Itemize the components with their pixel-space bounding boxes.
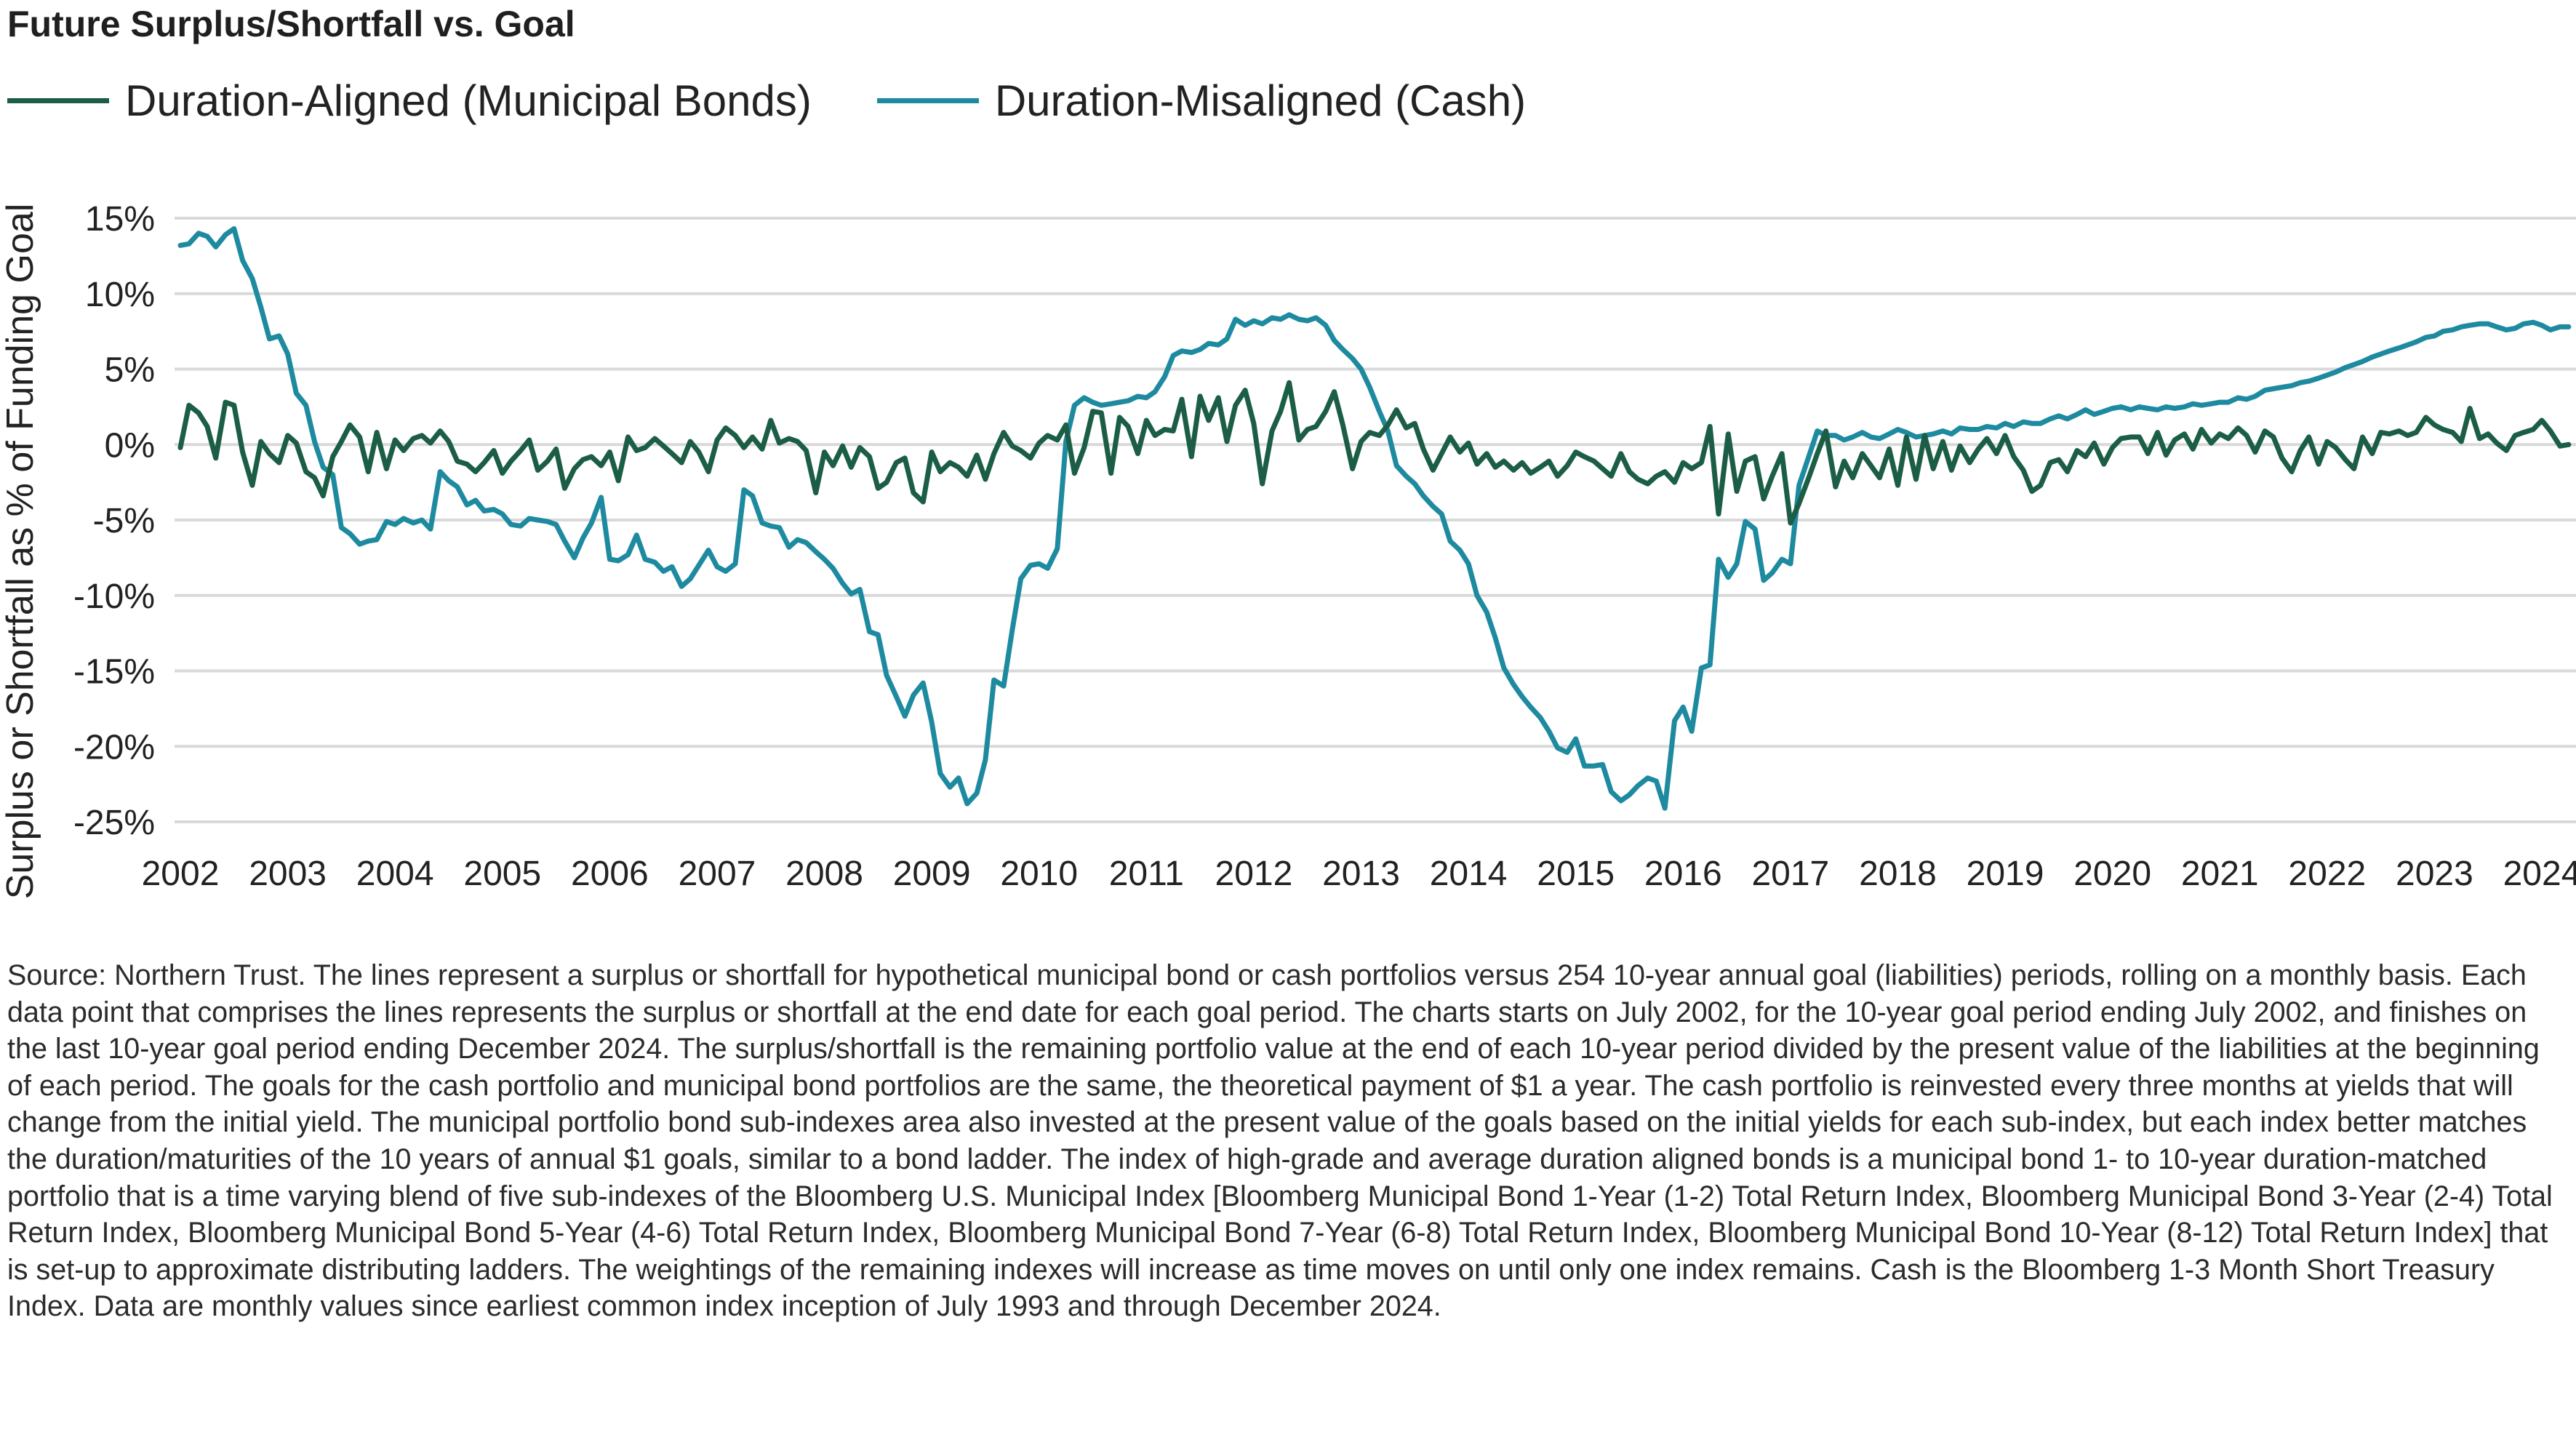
x-tick-label: 2020 [2073,855,2151,893]
y-tick-label: 15% [85,200,155,239]
x-tick-label: 2021 [2181,855,2259,893]
x-tick-label: 2008 [785,855,863,893]
gridlines [175,217,2576,823]
x-tick-label: 2005 [463,855,541,893]
y-tick-label: -15% [73,653,155,692]
chart-legend: Duration-Aligned (Municipal Bonds) Durat… [7,76,1591,126]
x-tick-label: 2024 [2503,855,2576,893]
y-tick-label: 0% [105,426,155,465]
y-tick-label: -5% [93,502,155,540]
x-tick-label: 2010 [1000,855,1078,893]
legend-label-cash: Duration-Misaligned (Cash) [994,76,1527,125]
legend-label-municipal-bonds: Duration-Aligned (Municipal Bonds) [125,76,812,125]
y-tick-label: 5% [105,351,155,390]
y-axis-ticks: 15% 10% 5% 0% -5% -10% -15% -20% -25% [73,200,155,842]
y-tick-label: -25% [73,804,155,842]
x-tick-label: 2015 [1537,855,1615,893]
series-line-cash [177,226,2572,811]
x-tick-label: 2018 [1859,855,1937,893]
legend-item-municipal-bonds: Duration-Aligned (Municipal Bonds) [7,76,812,126]
x-tick-label: 2014 [1430,855,1508,893]
x-tick-label: 2011 [1109,855,1184,893]
x-tick-label: 2002 [142,855,220,893]
x-tick-label: 2013 [1322,855,1400,893]
x-tick-label: 2003 [249,855,327,893]
x-tick-label: 2019 [1967,855,2044,893]
y-tick-label: 10% [85,276,155,314]
x-axis-ticks: 2002 2003 2004 2005 2006 2007 2008 2009 2010 2011… [142,855,2576,893]
x-tick-label: 2017 [1751,855,1829,893]
source-footnote: Source: Northern Trust. The lines repres… [7,959,2553,1323]
x-tick-label: 2016 [1644,855,1722,893]
y-tick-label: -10% [73,577,155,616]
y-axis-label: Surplus or Shortfall as % of Funding Goa… [0,204,41,900]
x-tick-label: 2007 [679,855,756,893]
line-chart: 15%10%5%0%-5%-10%-15%-20%-25% 2002 2003 20… [0,200,2576,900]
y-tick-label: -20% [73,728,155,767]
x-tick-label: 2023 [2396,855,2473,893]
x-tick-label: 2004 [356,855,434,893]
x-tick-label: 2022 [2288,855,2366,893]
x-tick-label: 2006 [571,855,649,893]
chart-title: Future Surplus/Shortfall vs. Goal [7,4,575,44]
series-line-municipal-bonds [177,380,2572,526]
x-tick-label: 2012 [1215,855,1293,893]
series-lines [177,226,2572,811]
legend-item-cash: Duration-Misaligned (Cash) [876,76,1527,126]
legend-swatch-municipal-bonds [7,98,109,103]
x-tick-label: 2009 [893,855,971,893]
legend-swatch-cash [876,98,979,103]
